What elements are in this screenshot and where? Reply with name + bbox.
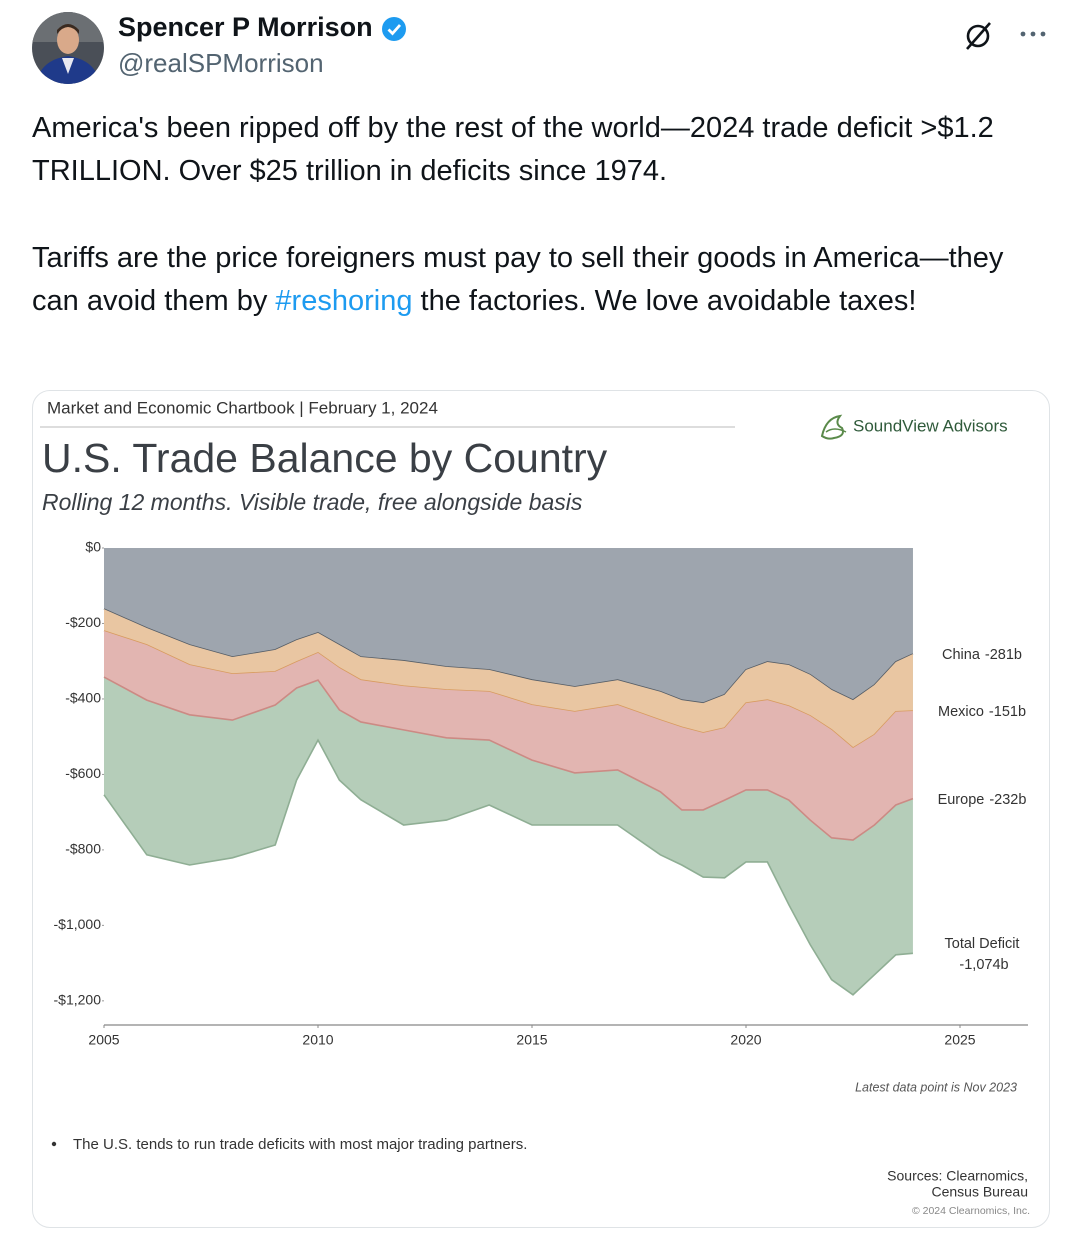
sources: Sources: Clearnomics, xyxy=(887,1168,1028,1184)
brand-logo xyxy=(820,414,847,440)
sources: Census Bureau xyxy=(931,1184,1028,1200)
series-area xyxy=(104,631,913,841)
chart-header: Market and Economic Chartbook | February… xyxy=(47,398,438,417)
series-name: Mexico xyxy=(938,704,984,720)
tweet-text: the factories. We love avoidable taxes! xyxy=(412,285,917,317)
brand-name: SoundView Advisors xyxy=(853,416,1008,435)
series-area xyxy=(104,548,913,704)
bullet-dot xyxy=(51,1141,57,1147)
chart-subtitle: Rolling 12 months. Visible trade, free a… xyxy=(42,489,583,515)
tweet-text: America's been ripped off by the rest of… xyxy=(32,112,994,187)
verified-badge xyxy=(382,17,406,41)
series-end-label: Europe -232b xyxy=(938,792,1027,808)
tweet-text: Tariffs are the price foreigners must pa… xyxy=(32,242,1004,317)
series-area xyxy=(104,609,913,749)
media-card[interactable] xyxy=(32,390,1050,1228)
y-tick-label: -$800 xyxy=(65,841,101,857)
y-tick-label: -$400 xyxy=(65,690,101,706)
y-tick-label: -$200 xyxy=(65,614,101,630)
total-edge xyxy=(103,738,913,996)
total-label: Total Deficit xyxy=(945,936,1020,952)
series-value-label: -151b xyxy=(989,704,1026,720)
tweet-paragraph: Tariffs are the price foreigners must pa… xyxy=(32,237,1042,323)
chart-bullet: The U.S. tends to run trade deficits wit… xyxy=(73,1136,527,1153)
tweet-paragraph: America's been ripped off by the rest of… xyxy=(32,107,1042,193)
grok-icon[interactable] xyxy=(962,20,994,52)
hashtag[interactable]: #reshoring xyxy=(275,285,413,317)
y-tick-label: -$1,200 xyxy=(54,992,102,1008)
author-handle[interactable]: @realSPMorrison xyxy=(118,48,324,78)
x-tick-label: 2010 xyxy=(302,1032,333,1048)
y-tick-label: -$600 xyxy=(65,765,101,781)
total-value-label: -1,074b xyxy=(959,957,1008,973)
chart-title: U.S. Trade Balance by Country xyxy=(42,435,608,481)
series-end-label: China -281b xyxy=(942,647,1022,663)
plot-area: $0 -$200 -$400 -$600 -$800 -$1,000 -$1,200 2005… xyxy=(54,539,1028,1048)
copyright: © 2024 Clearnomics, Inc. xyxy=(912,1205,1030,1217)
x-tick-label: 2015 xyxy=(516,1032,547,1048)
series-name: China xyxy=(942,647,981,663)
series-value-label: -281b xyxy=(985,647,1022,663)
series-value-label: -232b xyxy=(989,792,1026,808)
x-tick-label: 2020 xyxy=(730,1032,761,1048)
x-tick-label: 2005 xyxy=(88,1032,119,1048)
avatar[interactable] xyxy=(32,12,104,84)
chart-note: Latest data point is Nov 2023 xyxy=(855,1080,1017,1094)
x-tick-label: 2025 xyxy=(944,1032,975,1048)
series-name: Europe xyxy=(938,792,985,808)
series-end-label: Mexico -151b xyxy=(938,704,1026,720)
y-tick-label: -$1,000 xyxy=(54,916,102,932)
more-menu[interactable] xyxy=(1018,28,1050,40)
y-tick-label: $0 xyxy=(85,539,101,555)
author-name[interactable]: Spencer P Morrison xyxy=(118,12,373,42)
series-edge xyxy=(103,676,914,841)
